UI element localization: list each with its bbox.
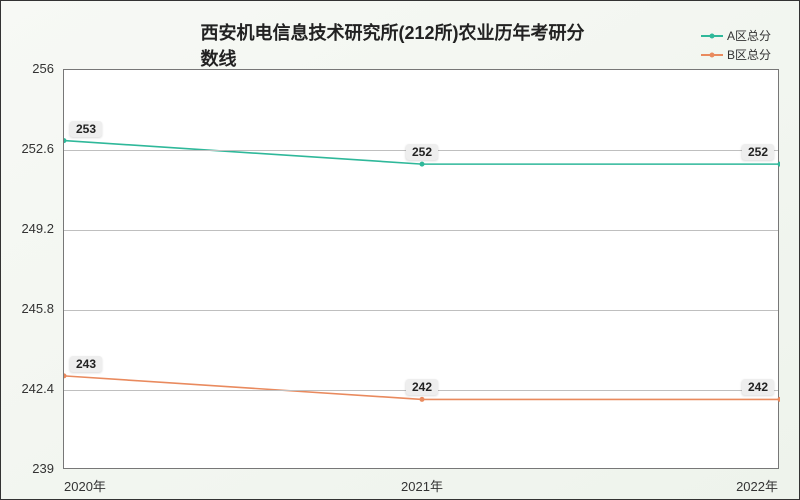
gridline xyxy=(64,310,778,311)
series-marker xyxy=(64,373,67,378)
y-tick-label: 256 xyxy=(32,61,54,76)
legend: A区总分 B区总分 xyxy=(701,27,771,65)
x-tick-label: 2020年 xyxy=(64,476,106,495)
data-point-label: 243 xyxy=(70,356,102,372)
legend-label-b: B区总分 xyxy=(727,46,771,63)
x-tick-label: 2022年 xyxy=(736,476,778,495)
series-marker xyxy=(420,162,425,167)
series-marker xyxy=(778,162,781,167)
data-point-label: 252 xyxy=(406,144,438,160)
legend-label-a: A区总分 xyxy=(727,27,771,44)
chart-container: 西安机电信息技术研究所(212所)农业历年考研分数线 A区总分 B区总分 239… xyxy=(0,0,800,500)
data-point-label: 242 xyxy=(742,379,774,395)
chart-title: 西安机电信息技术研究所(212所)农业历年考研分数线 xyxy=(201,19,600,71)
plot-area: 239242.4245.8249.2252.62562020年2021年2022… xyxy=(63,69,779,469)
legend-item-b: B区总分 xyxy=(701,46,771,63)
gridline xyxy=(64,230,778,231)
legend-item-a: A区总分 xyxy=(701,27,771,44)
line-layer xyxy=(64,70,780,470)
series-marker xyxy=(64,138,67,143)
y-tick-label: 239 xyxy=(32,461,54,476)
y-tick-label: 249.2 xyxy=(21,221,54,236)
series-marker xyxy=(778,397,781,402)
x-tick-label: 2021年 xyxy=(401,476,443,495)
legend-swatch-b xyxy=(701,54,723,56)
legend-swatch-a xyxy=(701,35,723,37)
data-point-label: 242 xyxy=(406,379,438,395)
data-point-label: 253 xyxy=(70,121,102,137)
data-point-label: 252 xyxy=(742,144,774,160)
y-tick-label: 245.8 xyxy=(21,301,54,316)
y-tick-label: 252.6 xyxy=(21,141,54,156)
y-tick-label: 242.4 xyxy=(21,381,54,396)
series-marker xyxy=(420,397,425,402)
